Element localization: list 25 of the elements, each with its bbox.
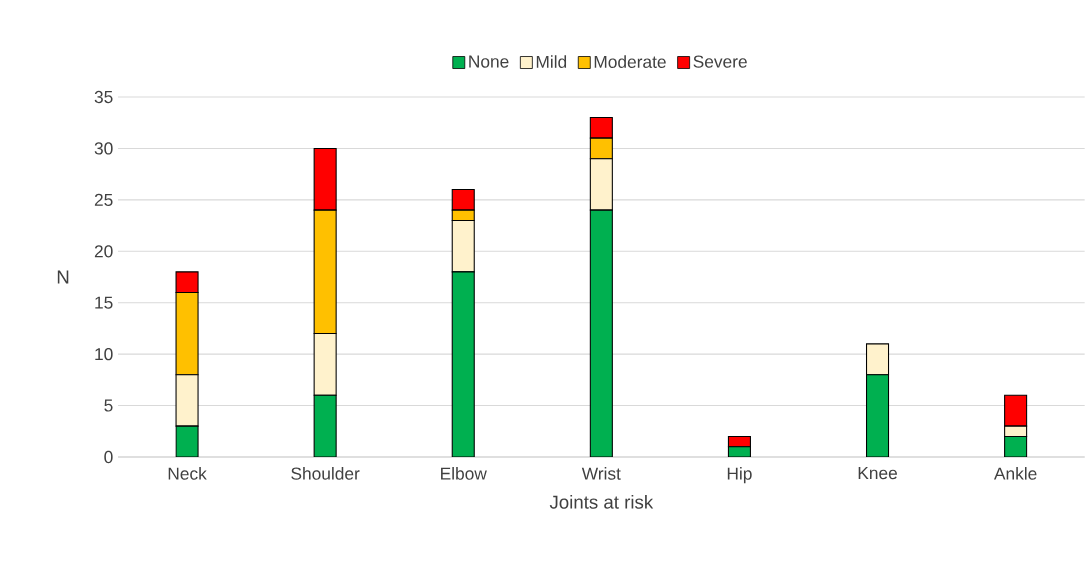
y-tick-label: 30 — [94, 142, 113, 155]
x-tick-label: Shoulder — [291, 467, 360, 480]
bar — [589, 209, 613, 457]
x-tick-label: Knee — [858, 467, 897, 480]
y-tick-label: 15 — [95, 296, 113, 309]
x-tick-label: Ankle — [993, 467, 1037, 480]
y-tick-label: 35 — [94, 90, 113, 104]
x-axis-title: Joints at risk — [549, 495, 654, 509]
x-tick-label: Elbow — [441, 467, 487, 480]
y-tick-label: 20 — [94, 245, 113, 258]
legend-label: Mild — [536, 55, 567, 68]
legend-label: None — [469, 55, 509, 68]
x-tick-label: Wrist — [581, 467, 621, 480]
bar — [451, 271, 475, 457]
bar — [865, 374, 890, 457]
y-tick-label: 0 — [104, 450, 113, 464]
y-tick-label: 25 — [94, 193, 113, 206]
y-tick-label: 10 — [95, 348, 113, 361]
y-axis-title: N — [57, 270, 69, 284]
legend-label: Severe — [693, 55, 747, 68]
y-tick-label: 5 — [104, 399, 113, 412]
x-tick-label: Neck — [168, 467, 207, 480]
x-tick-label: Hip — [727, 467, 752, 484]
bar — [865, 343, 890, 376]
legend-label: Moderate — [594, 55, 666, 68]
